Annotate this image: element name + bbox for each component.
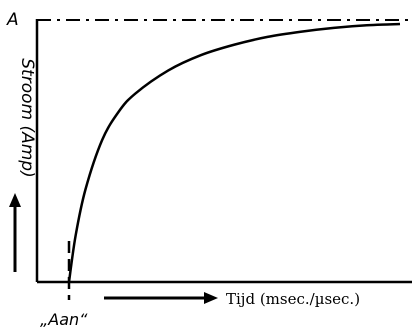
y-axis-label: Stroom (Amp) xyxy=(17,58,37,177)
series-line xyxy=(67,22,401,283)
x-direction-arrow-head xyxy=(204,292,218,304)
y-direction-arrow-head xyxy=(9,193,21,207)
y-max-label: A xyxy=(6,10,19,30)
x-axis-label: Tijd (msec./µsec.) xyxy=(226,290,360,308)
switch-on-label: „Aan“ xyxy=(40,310,88,329)
